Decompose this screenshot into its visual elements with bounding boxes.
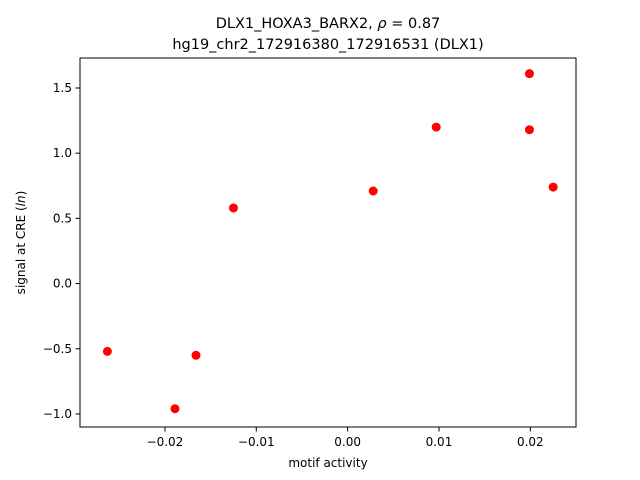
y-axis-label: signal at CRE (ln) bbox=[14, 191, 28, 295]
y-tick-label: 1.0 bbox=[53, 146, 72, 160]
data-points bbox=[102, 69, 558, 414]
scatter-point bbox=[191, 350, 201, 360]
x-axis-label: motif activity bbox=[288, 456, 367, 470]
chart-title-line1: DLX1_HOXA3_BARX2, ρ = 0.87 bbox=[216, 16, 441, 32]
scatter-point bbox=[368, 186, 378, 196]
scatter-point bbox=[548, 182, 558, 192]
scatter-point bbox=[228, 203, 238, 213]
chart-title-line2: hg19_chr2_172916380_172916531 (DLX1) bbox=[172, 37, 483, 53]
y-tick-label: −0.5 bbox=[43, 342, 72, 356]
scatter-point bbox=[431, 122, 441, 132]
scatter-point bbox=[524, 69, 534, 79]
y-tick-label: −1.0 bbox=[43, 407, 72, 421]
plot-frame bbox=[79, 57, 577, 428]
x-tick-label: −0.02 bbox=[147, 435, 184, 449]
y-tick-label: 0.0 bbox=[53, 277, 72, 291]
y-tick-label: 0.5 bbox=[53, 211, 72, 225]
scatter-point bbox=[524, 125, 534, 135]
scatter-point bbox=[102, 346, 112, 356]
x-tick-label: 0.02 bbox=[517, 435, 544, 449]
y-axis-ticks: −1.0 −0.5 0.0 0.5 1.0 1.5 bbox=[43, 81, 80, 421]
scatter-point bbox=[170, 404, 180, 414]
x-axis-ticks: −0.02 −0.01 0.00 0.01 0.02 bbox=[147, 427, 544, 449]
x-tick-label: 0.00 bbox=[334, 435, 361, 449]
x-tick-label: 0.01 bbox=[426, 435, 453, 449]
y-tick-label: 1.5 bbox=[53, 81, 72, 95]
x-tick-label: −0.01 bbox=[238, 435, 275, 449]
